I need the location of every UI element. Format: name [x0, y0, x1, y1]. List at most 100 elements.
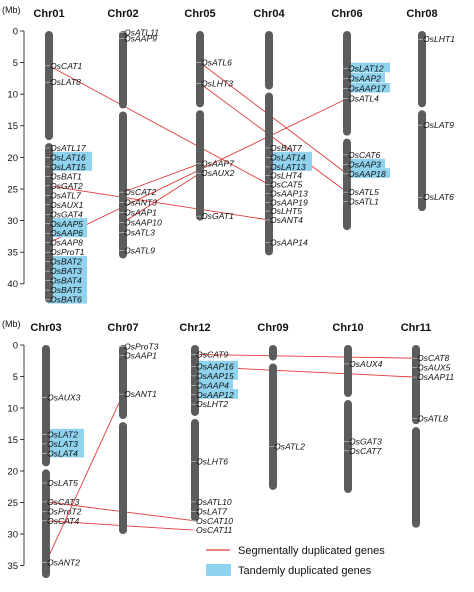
tandem-highlight [346, 72, 385, 83]
chromosome-arm-short [343, 31, 351, 136]
tandem-highlight [268, 161, 312, 171]
tandem-highlight [268, 151, 312, 162]
axis-tick-label: 30 [7, 529, 18, 540]
axis-tick-label: 10 [7, 90, 18, 101]
gene-label-osatl2: OsATL2 [274, 441, 305, 451]
gene-label-oslat8: OsLAT8 [50, 77, 81, 87]
tandem-highlight [48, 151, 92, 162]
chromosomes-layer: Chr01OsCAT1OsLAT8OsATL17OsLAT16OsLAT15Os… [30, 8, 455, 579]
axis-unit-label: (Mb) [2, 319, 21, 329]
chromosome-arm-short [191, 345, 199, 416]
tandem-highlight [48, 256, 87, 266]
chromosome-arm-short [42, 345, 50, 467]
gene-label-osbat7: OsBAT7 [270, 143, 303, 153]
chromosome-label: Chr10 [332, 322, 363, 334]
gene-label-oslht3: OsLHT3 [201, 78, 233, 88]
gene-label-oslat7: OsLAT7 [196, 506, 228, 516]
chromosome-label: Chr12 [179, 322, 210, 334]
chromosome-arm-long [269, 363, 277, 490]
chromosome-arm-long [119, 422, 127, 534]
chromosome-arm-short [119, 31, 127, 109]
axis-tick-label: 5 [13, 58, 18, 69]
gene-label-osaap2: OsAAP2 [348, 73, 381, 83]
gene-label-osant4: OsANT4 [270, 215, 303, 225]
tandem-highlight [48, 227, 87, 238]
gene-label-osatl6: OsATL6 [201, 58, 232, 68]
gene-label-oslht5: OsLHT5 [270, 206, 302, 216]
segmental-link-osatl6-osaap18 [199, 62, 348, 175]
chromosome-label: Chr04 [253, 8, 285, 20]
axis-tick-label: 40 [7, 279, 18, 290]
gene-label-osaap8: OsAAP8 [50, 238, 83, 248]
chromosome-chr04: Chr04OsBAT7OsLAT14OsLAT13OsLHT4OsCAT5OsA… [253, 8, 312, 256]
gene-label-osant1: OsANT1 [124, 389, 157, 399]
gene-label-oscat6: OsCAT6 [348, 150, 381, 160]
gene-label-osgat4: OsGAT4 [50, 209, 83, 219]
y-axis-panel-1: (Mb) 0 5 10 15 20 25 30 35 40 [2, 5, 25, 290]
gene-label-oslat16: OsLAT16 [50, 152, 86, 162]
tandem-highlight [346, 62, 390, 73]
tandem-highlight [48, 275, 87, 285]
tandem-highlight [346, 82, 390, 93]
axis-layer: (Mb) 0 5 10 15 20 25 30 35 40 (Mb) 0 5 10 15 20 25 30 35 [2, 5, 25, 572]
tandem-highlight [45, 428, 84, 439]
gene-label-osatl8: OsATL8 [417, 414, 448, 424]
chromosome-arm-long [196, 110, 204, 221]
chromosome-label: Chr03 [30, 322, 61, 334]
axis-tick-label: 35 [7, 248, 18, 259]
gene-label-osaap14: OsAAP14 [270, 238, 308, 248]
axis-tick-label: 15 [7, 121, 18, 132]
chromosome-chr12: Chr12OsCAT9OsAAP16OsAAP15OsAAP4OsAAP12Os… [179, 322, 238, 535]
axis-tick-label: 0 [13, 26, 18, 37]
chromosome-label: Chr11 [401, 322, 432, 334]
gene-label-osaap10: OsAAP10 [124, 217, 162, 227]
chromosome-label: Chr01 [33, 8, 64, 20]
segmental-link-oscat1-oscat5 [48, 65, 270, 185]
gene-label-osbat4: OsBAT4 [50, 276, 82, 286]
axis-tick-label: 10 [7, 403, 18, 414]
gene-label-osbat1: OsBAT1 [50, 171, 82, 181]
chromosome-arm-short [344, 345, 352, 398]
gene-label-oscat11: OsCAT11 [196, 525, 233, 535]
gene-label-osaap13: OsAAP13 [270, 188, 308, 198]
gene-label-oslat9: OsLAT9 [423, 120, 454, 130]
chromosome-arm-short [418, 31, 426, 108]
axis-tick-label: 20 [7, 153, 18, 164]
gene-label-oslat13: OsLAT13 [270, 162, 306, 172]
gene-label-osprot1: OsProT1 [50, 247, 85, 257]
gene-label-oscat9: OsCAT9 [196, 349, 229, 359]
tandem-highlight [194, 389, 238, 399]
gene-label-osprot2: OsProT2 [47, 506, 82, 516]
gene-label-osgat3: OsGAT3 [349, 436, 382, 446]
chromosome-arm-long [45, 143, 53, 303]
axis-tick-label: 5 [13, 372, 18, 383]
gene-label-oslht1: OsLHT1 [423, 34, 455, 44]
chromosome-arm-short [265, 31, 273, 90]
chromosome-arm-long [119, 111, 127, 259]
gene-label-osatl3: OsATL3 [124, 228, 155, 238]
chromosome-arm-short [196, 31, 204, 108]
gene-label-oscat3: OsCAT3 [47, 497, 80, 507]
gene-label-oslat4: OsLAT4 [47, 448, 78, 458]
gene-label-osaap17: OsAAP17 [348, 84, 387, 94]
legend: Segmentally duplicated genes Tandemly du… [206, 545, 385, 577]
chromosome-arm-short [45, 31, 53, 141]
gene-label-osaux1: OsAUX1 [50, 200, 84, 210]
gene-label-osant3: OsANT3 [124, 197, 157, 207]
tandem-highlight [346, 168, 390, 178]
gene-label-oslat14: OsLAT14 [270, 152, 306, 162]
segmental-link-osant2-osant1 [45, 393, 124, 563]
axis-tick-label: 20 [7, 466, 18, 477]
chromosome-label: Chr08 [406, 8, 437, 20]
tandem-highlight [45, 438, 84, 448]
gene-label-osaux2: OsAUX2 [201, 168, 235, 178]
gene-label-osaap4: OsAAP4 [196, 380, 229, 390]
axis-tick-label: 25 [7, 184, 18, 195]
segmental-link-osgat2-osant4 [48, 185, 270, 221]
